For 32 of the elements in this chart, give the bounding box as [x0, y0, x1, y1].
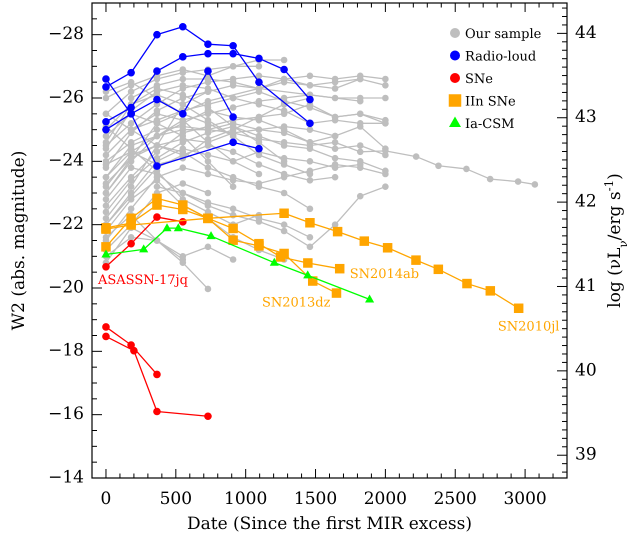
annotation: SN2010jl	[498, 320, 560, 335]
y2-tick-label: 40	[575, 360, 597, 380]
x-tick-label: 500	[160, 489, 192, 509]
y-axis-title: W2 (abs. magnitude)	[9, 150, 29, 330]
annotation: SN2013dz	[262, 295, 331, 310]
x-tick-label: 1000	[224, 489, 268, 509]
legend-label: IIn SNe	[465, 94, 516, 110]
y-tick-label: −14	[48, 467, 84, 488]
annotation: ASASSN-17jq	[96, 273, 188, 288]
x-tick-label: 2500	[434, 489, 477, 509]
y2-tick-label: 44	[575, 22, 597, 43]
y2-tick-label: 42	[575, 192, 597, 212]
legend-label: Radio-loud	[465, 50, 536, 64]
legend-label: SNe	[465, 72, 494, 87]
y-tick-label: −20	[48, 277, 84, 298]
x-tick-label: 3000	[503, 489, 547, 509]
legend-label: Our sample	[465, 27, 542, 42]
y-tick-label: −28	[48, 24, 84, 44]
x-tick-label: 2000	[364, 489, 408, 509]
x-tick-label: 0	[100, 489, 112, 509]
y-tick-label: −22	[48, 214, 84, 234]
y-tick-label: −18	[48, 340, 84, 361]
y2-tick-label: 39	[575, 444, 597, 465]
x-tick-label: 1500	[294, 489, 338, 509]
y2-tick-label: 41	[575, 276, 597, 296]
y2-tick-label: 43	[575, 107, 597, 128]
annotation: SN2014ab	[350, 267, 420, 282]
x-axis-title: Date (Since the first MIR excess)	[186, 514, 472, 534]
y-tick-label: −16	[48, 404, 84, 424]
y-tick-label: −24	[48, 150, 84, 171]
legend-label: Ia-CSM	[465, 117, 514, 132]
y-tick-label: −26	[48, 87, 84, 108]
